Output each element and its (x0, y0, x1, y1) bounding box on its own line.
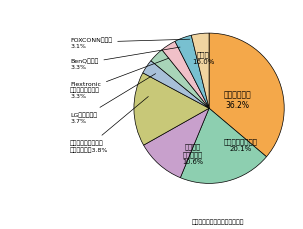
Wedge shape (191, 34, 209, 109)
Text: その他
16.0%: その他 16.0% (192, 51, 214, 65)
Text: LG電子（韓）
3.7%: LG電子（韓） 3.7% (70, 74, 156, 123)
Wedge shape (209, 34, 284, 157)
Wedge shape (180, 109, 266, 184)
Wedge shape (144, 109, 209, 178)
Wedge shape (143, 61, 209, 109)
Text: BenQ（台）
3.3%: BenQ（台） 3.3% (70, 48, 180, 70)
Text: FOXCONN（台）
3.1%: FOXCONN（台） 3.1% (70, 37, 190, 49)
Wedge shape (162, 42, 209, 109)
Text: 富士キメラ総研資料により作成: 富士キメラ総研資料により作成 (192, 219, 245, 224)
Text: ソニー・エリクソン
（日／瑞）　3.8%: ソニー・エリクソン （日／瑞） 3.8% (70, 97, 148, 152)
Text: サムスン
電子（韓）
10.6%: サムスン 電子（韓） 10.6% (182, 143, 203, 164)
Text: モトローラ（米）
20.1%: モトローラ（米） 20.1% (224, 138, 258, 151)
Wedge shape (134, 74, 209, 145)
Text: ノキア（芬）
36.2%: ノキア（芬） 36.2% (224, 90, 251, 109)
Text: Flextronic
（シンガポール）
3.3%: Flextronic （シンガポール） 3.3% (70, 59, 169, 99)
Wedge shape (175, 36, 209, 109)
Wedge shape (151, 51, 209, 109)
